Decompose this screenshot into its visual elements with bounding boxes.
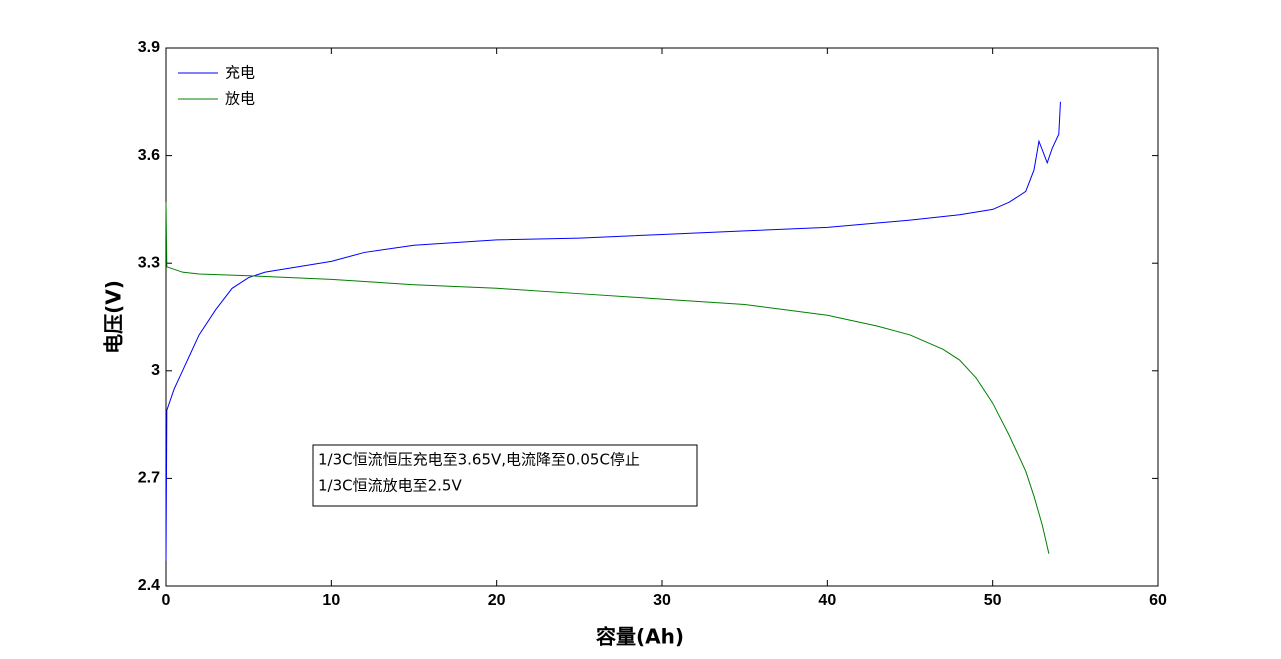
line [165, 101, 1061, 561]
y-axis-label: 电压(V) [102, 280, 126, 354]
x-tick-label: 60 [1149, 592, 1167, 609]
y-tick-label: 2.4 [138, 577, 160, 594]
x-tick-label: 40 [818, 592, 836, 609]
y-tick-label: 2.7 [138, 470, 160, 487]
legend-label: 充电 [225, 64, 255, 82]
annotation-box [312, 444, 698, 507]
y-tick-label: 3.6 [138, 147, 160, 164]
annotation: 1/3C恒流恒压充电至3.65V,电流降至0.05C停止 [318, 451, 640, 469]
y-tick-label: 3.3 [138, 254, 160, 271]
y-tick-label: 3.9 [138, 39, 160, 56]
x-tick-label: 0 [162, 592, 171, 609]
y-tick-label: 3 [151, 362, 160, 379]
annotation: 1/3C恒流放电至2.5V [318, 477, 462, 495]
x-axis-label: 容量(Ah) [596, 625, 684, 649]
x-tick-label: 10 [322, 592, 340, 609]
x-tick-label: 50 [984, 592, 1002, 609]
x-tick-label: 20 [488, 592, 506, 609]
legend-label: 放电 [225, 90, 255, 108]
x-tick-label: 30 [653, 592, 671, 609]
line [165, 202, 1050, 554]
